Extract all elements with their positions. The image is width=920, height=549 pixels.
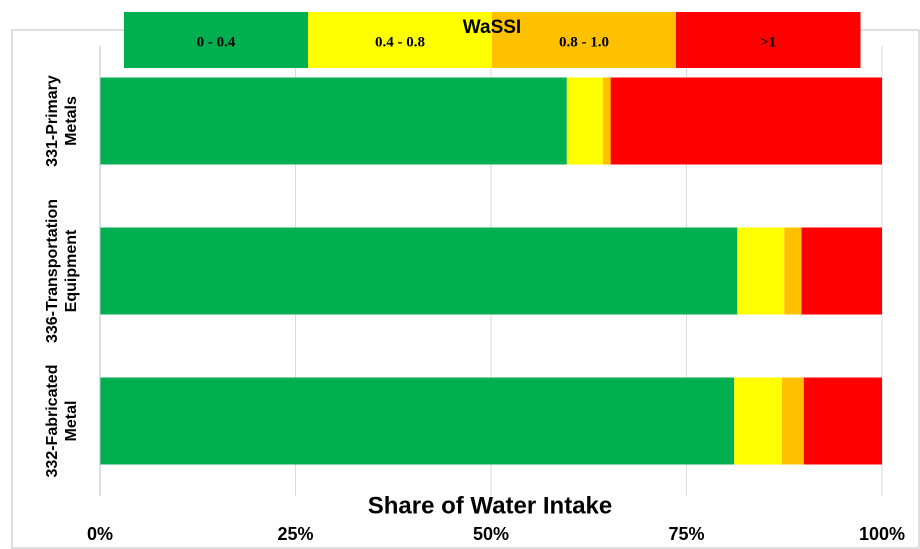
legend-swatch (124, 12, 309, 68)
bar-segment (100, 227, 738, 315)
y-tick-label: 336-Transportation Equipment (44, 199, 80, 343)
bar-segment (602, 77, 611, 165)
legend-label: >1 (760, 34, 776, 50)
bar-segment (784, 227, 802, 315)
legend-label: 0.8 - 1.0 (559, 34, 609, 50)
bar-segment (803, 377, 882, 465)
bar-segment (734, 377, 782, 465)
bar-segment (801, 227, 882, 315)
x-tick-label: 0% (87, 524, 113, 544)
x-tick-label: 50% (473, 524, 509, 544)
x-tick-label: 75% (668, 524, 704, 544)
legend-swatch (676, 12, 861, 68)
x-tick-label: 100% (859, 524, 905, 544)
legend-swatch (308, 12, 493, 68)
bar-segment (100, 77, 567, 165)
bar-segment (100, 377, 735, 465)
x-tick-label: 25% (277, 524, 313, 544)
bar-segment (781, 377, 804, 465)
legend-title: WaSSI (463, 17, 521, 38)
x-axis-label: Share of Water Intake (368, 492, 613, 519)
legend-label: 0.4 - 0.8 (375, 34, 425, 50)
bar-segment (610, 77, 882, 165)
y-tick-label: 331-Primary Metals (44, 75, 80, 167)
y-tick-label: 332-Fabricated Metal (44, 365, 80, 478)
legend-label: 0 - 0.4 (197, 34, 236, 50)
bar-segment (566, 77, 603, 165)
bar-segment (737, 227, 785, 315)
legend-swatch (492, 12, 677, 68)
